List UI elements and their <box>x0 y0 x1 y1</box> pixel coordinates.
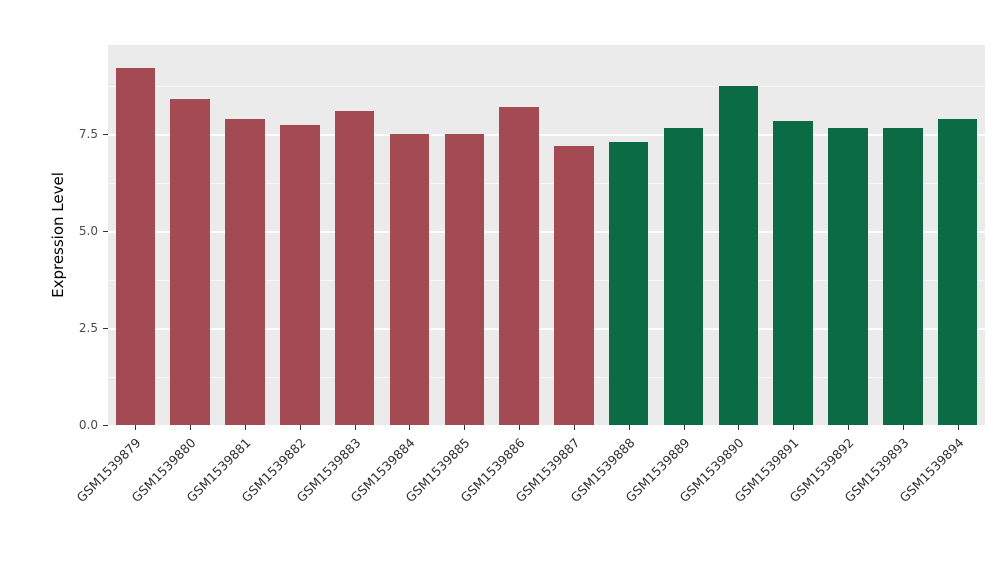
x-tick-mark <box>793 425 795 430</box>
x-tick-label: GSM1539887 <box>512 435 583 506</box>
y-tick-mark <box>103 134 108 136</box>
y-tick-label: 0.0 <box>78 418 98 432</box>
y-tick-label: 7.5 <box>78 127 98 142</box>
major-gridline <box>108 231 985 233</box>
bar-GSM1539890 <box>718 85 759 425</box>
x-tick-mark <box>683 425 685 430</box>
minor-gridline <box>108 376 985 378</box>
minor-gridline <box>108 85 985 87</box>
bar-GSM1539888 <box>608 141 649 425</box>
x-tick-mark <box>738 425 740 430</box>
bar-GSM1539882 <box>280 124 320 425</box>
y-tick-mark <box>103 231 108 233</box>
y-tick-label: 2.5 <box>78 321 98 336</box>
bar-GSM1539879 <box>115 68 156 425</box>
x-tick-mark <box>354 425 356 430</box>
x-tick-mark <box>519 425 521 430</box>
x-tick-mark <box>190 425 192 430</box>
x-tick-mark <box>409 425 411 430</box>
x-tick-mark <box>464 425 466 430</box>
bar-GSM1539892 <box>828 128 868 425</box>
bar-GSM1539883 <box>334 110 375 425</box>
x-tick-mark <box>135 425 137 430</box>
x-tick-mark <box>847 425 849 430</box>
x-tick-label: GSM1539881 <box>183 435 254 506</box>
major-gridline <box>108 328 985 330</box>
minor-gridline <box>108 279 985 281</box>
x-tick-label: GSM1539889 <box>622 435 693 506</box>
x-tick-mark <box>628 425 630 430</box>
bar-GSM1539880 <box>170 99 210 425</box>
x-tick-label: GSM1539888 <box>567 435 638 506</box>
major-gridline <box>108 425 985 427</box>
bar-GSM1539886 <box>499 107 539 425</box>
x-tick-mark <box>902 425 904 430</box>
x-tick-label: GSM1539886 <box>457 435 528 506</box>
y-tick-label: 5.0 <box>78 224 98 239</box>
x-tick-label: GSM1539891 <box>731 435 802 506</box>
major-gridline <box>108 134 985 136</box>
x-tick-label: GSM1539885 <box>402 435 473 506</box>
x-tick-label: GSM1539892 <box>786 435 857 506</box>
x-tick-mark <box>245 425 247 430</box>
bar-GSM1539889 <box>663 128 704 425</box>
x-tick-label: GSM1539884 <box>348 435 419 506</box>
x-tick-label: GSM1539882 <box>238 435 309 506</box>
bar-GSM1539881 <box>225 118 265 425</box>
bar-GSM1539894 <box>937 118 978 425</box>
bar-GSM1539885 <box>444 134 484 425</box>
y-tick-mark <box>103 425 108 426</box>
y-tick-mark <box>103 328 108 330</box>
x-tick-label: GSM1539894 <box>896 435 967 506</box>
x-tick-mark <box>573 425 575 430</box>
plot-panel <box>108 45 985 427</box>
bar-GSM1539893 <box>883 128 923 425</box>
x-tick-mark <box>957 425 959 430</box>
bar-GSM1539887 <box>554 145 594 425</box>
x-tick-label: GSM1539880 <box>128 435 199 506</box>
bar-GSM1539884 <box>389 134 430 425</box>
x-tick-label: GSM1539890 <box>676 435 747 506</box>
bar-GSM1539891 <box>773 120 813 425</box>
x-tick-label: GSM1539879 <box>73 435 145 506</box>
minor-gridline <box>108 182 985 184</box>
x-tick-label: GSM1539883 <box>293 435 364 506</box>
x-tick-mark <box>299 425 301 430</box>
x-tick-label: GSM1539893 <box>841 435 912 506</box>
